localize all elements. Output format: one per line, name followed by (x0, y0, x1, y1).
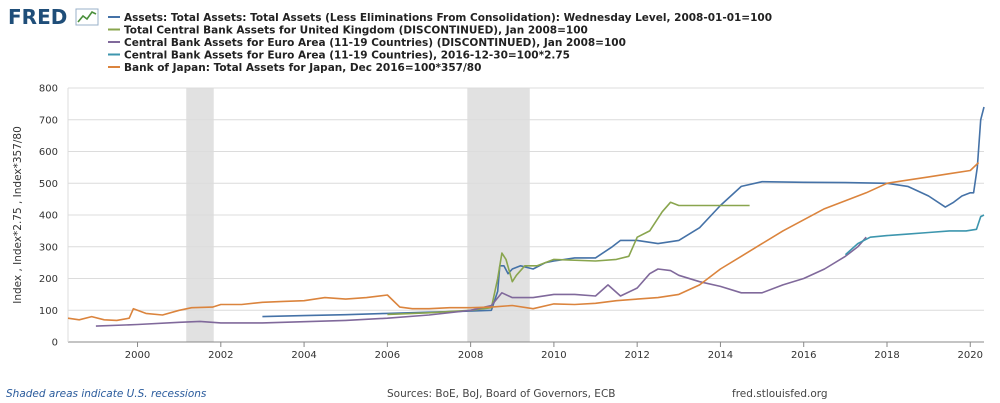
legend-item-1[interactable]: Total Central Bank Assets for United Kin… (108, 25, 588, 37)
y-tick-label: 100 (39, 306, 58, 317)
recession-note: Shaded areas indicate U.S. recessions (6, 388, 207, 400)
y-tick-label: 700 (39, 115, 58, 126)
x-tick-label: 2008 (458, 350, 483, 361)
x-tick-label: 2018 (874, 350, 899, 361)
y-tick-label: 200 (39, 274, 58, 285)
x-tick-label: 2006 (375, 350, 400, 361)
legend-item-3[interactable]: Central Bank Assets for Euro Area (11-19… (108, 50, 570, 62)
y-tick-label: 0 (52, 338, 58, 349)
legend-label: Bank of Japan: Total Assets for Japan, D… (124, 62, 481, 74)
y-tick-label: 800 (39, 84, 58, 95)
x-tick-label: 2000 (125, 350, 150, 361)
series-line-3[interactable] (844, 214, 985, 256)
sources-text: Sources: BoE, BoJ, Board of Governors, E… (387, 388, 615, 400)
plot-area: 2000 2002 2004 2006 2008 2010 2012 2014 2016 2018… (39, 84, 985, 361)
fred-logo[interactable]: FRED (8, 5, 99, 29)
x-tick-label: 2016 (791, 350, 816, 361)
legend-label: Total Central Bank Assets for United Kin… (124, 25, 588, 37)
legend-label: Assets: Total Assets: Total Assets (Less… (124, 12, 772, 24)
series-line-4[interactable] (67, 162, 980, 322)
legend-item-0[interactable]: Assets: Total Assets: Total Assets (Less… (108, 12, 772, 24)
legend-label: Central Bank Assets for Euro Area (11-19… (124, 37, 626, 49)
x-axis: 2000 2002 2004 2006 2008 2010 2012 2014 2016 2018… (125, 342, 983, 361)
legend-item-2[interactable]: Central Bank Assets for Euro Area (11-19… (108, 37, 626, 49)
legend: Assets: Total Assets: Total Assets (Less… (108, 12, 772, 74)
y-axis: 0 100 200 300 400 500 600 700 800 (39, 84, 58, 349)
y-tick-label: 500 (39, 179, 58, 190)
series-lines (67, 106, 985, 327)
y-tick-label: 600 (39, 147, 58, 158)
series-line-1[interactable] (387, 201, 750, 316)
y-tick-label: 300 (39, 242, 58, 253)
site-link[interactable]: fred.stlouisfed.org (732, 388, 828, 400)
x-tick-label: 2002 (208, 350, 233, 361)
y-axis-title: Index , Index*2.75 , Index*357/80 (12, 126, 24, 304)
series-line-2[interactable] (95, 236, 867, 327)
fred-logo-sparkline-icon (75, 8, 99, 26)
x-tick-label: 2014 (708, 350, 733, 361)
legend-item-4[interactable]: Bank of Japan: Total Assets for Japan, D… (108, 62, 481, 74)
x-tick-label: 2020 (958, 350, 983, 361)
y-tick-label: 400 (39, 211, 58, 222)
fred-logo-text: FRED (8, 5, 67, 29)
legend-label: Central Bank Assets for Euro Area (11-19… (124, 50, 570, 62)
series-line-0[interactable] (262, 106, 985, 318)
x-tick-label: 2010 (541, 350, 566, 361)
x-tick-label: 2012 (624, 350, 649, 361)
x-tick-label: 2004 (291, 350, 316, 361)
